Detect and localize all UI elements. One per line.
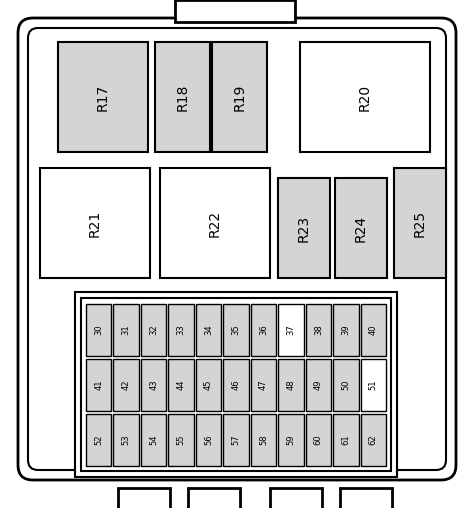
Bar bbox=[340, 488, 392, 508]
Bar bbox=[306, 359, 331, 410]
Bar bbox=[335, 178, 387, 278]
Text: R25: R25 bbox=[413, 209, 427, 237]
Text: 33: 33 bbox=[177, 324, 186, 335]
Text: R23: R23 bbox=[297, 214, 311, 242]
Text: 61: 61 bbox=[341, 434, 350, 445]
Bar bbox=[212, 42, 267, 152]
Bar bbox=[278, 303, 304, 356]
Bar bbox=[175, 0, 295, 22]
Bar bbox=[278, 414, 304, 465]
Text: 46: 46 bbox=[231, 379, 240, 390]
Text: 55: 55 bbox=[177, 434, 186, 444]
Bar bbox=[223, 414, 249, 465]
Bar bbox=[361, 359, 386, 410]
Bar bbox=[333, 303, 358, 356]
Bar bbox=[394, 168, 446, 278]
Text: 51: 51 bbox=[369, 379, 378, 390]
Bar bbox=[141, 414, 166, 465]
Text: 30: 30 bbox=[94, 324, 103, 335]
Text: R17: R17 bbox=[96, 83, 110, 111]
Text: 31: 31 bbox=[122, 324, 131, 335]
Text: 44: 44 bbox=[177, 379, 186, 390]
Bar bbox=[251, 303, 276, 356]
Text: 59: 59 bbox=[286, 434, 295, 444]
Text: R22: R22 bbox=[208, 209, 222, 237]
Text: 36: 36 bbox=[259, 324, 268, 335]
FancyBboxPatch shape bbox=[18, 18, 456, 480]
Bar bbox=[196, 303, 221, 356]
Text: 35: 35 bbox=[231, 324, 240, 335]
Text: R24: R24 bbox=[354, 214, 368, 242]
Bar bbox=[333, 414, 358, 465]
Text: 34: 34 bbox=[204, 324, 213, 335]
Text: R19: R19 bbox=[233, 83, 246, 111]
Bar bbox=[306, 303, 331, 356]
Bar bbox=[361, 414, 386, 465]
Bar bbox=[278, 178, 330, 278]
Bar bbox=[223, 303, 249, 356]
Text: 47: 47 bbox=[259, 379, 268, 390]
Bar bbox=[155, 42, 210, 152]
Text: 45: 45 bbox=[204, 379, 213, 390]
Text: 38: 38 bbox=[314, 324, 323, 335]
Bar bbox=[141, 359, 166, 410]
Bar bbox=[141, 303, 166, 356]
Text: 43: 43 bbox=[149, 379, 158, 390]
Bar bbox=[168, 359, 194, 410]
Text: 41: 41 bbox=[94, 379, 103, 390]
Text: 40: 40 bbox=[369, 324, 378, 335]
Bar bbox=[75, 292, 397, 477]
Bar bbox=[278, 359, 304, 410]
Bar bbox=[168, 303, 194, 356]
Text: 50: 50 bbox=[341, 379, 350, 390]
Text: 32: 32 bbox=[149, 324, 158, 335]
Bar bbox=[333, 359, 358, 410]
Bar bbox=[118, 488, 170, 508]
Bar bbox=[113, 414, 139, 465]
Bar bbox=[86, 303, 111, 356]
Text: 58: 58 bbox=[259, 434, 268, 445]
Bar bbox=[270, 488, 322, 508]
Text: 60: 60 bbox=[314, 434, 323, 445]
Bar bbox=[361, 303, 386, 356]
Bar bbox=[40, 168, 150, 278]
Bar bbox=[168, 414, 194, 465]
Text: 49: 49 bbox=[314, 379, 323, 390]
Text: 53: 53 bbox=[122, 434, 131, 445]
Bar bbox=[306, 414, 331, 465]
Text: R18: R18 bbox=[175, 83, 190, 111]
Bar bbox=[81, 298, 391, 471]
Bar bbox=[251, 414, 276, 465]
Bar bbox=[58, 42, 148, 152]
Text: 42: 42 bbox=[122, 379, 131, 390]
Bar bbox=[188, 488, 240, 508]
Bar bbox=[300, 42, 430, 152]
Text: 57: 57 bbox=[231, 434, 240, 445]
Bar bbox=[113, 303, 139, 356]
Text: R20: R20 bbox=[358, 83, 372, 111]
Text: 62: 62 bbox=[369, 434, 378, 445]
Bar bbox=[160, 168, 270, 278]
Text: 54: 54 bbox=[149, 434, 158, 444]
Text: 48: 48 bbox=[286, 379, 295, 390]
Text: 39: 39 bbox=[341, 324, 350, 335]
Bar bbox=[196, 359, 221, 410]
Bar bbox=[113, 359, 139, 410]
Bar bbox=[196, 414, 221, 465]
Bar bbox=[223, 359, 249, 410]
Bar bbox=[86, 414, 111, 465]
Text: 52: 52 bbox=[94, 434, 103, 444]
Text: R21: R21 bbox=[88, 209, 102, 237]
Text: 37: 37 bbox=[286, 324, 295, 335]
Bar bbox=[251, 359, 276, 410]
Bar bbox=[86, 359, 111, 410]
Text: 56: 56 bbox=[204, 434, 213, 445]
